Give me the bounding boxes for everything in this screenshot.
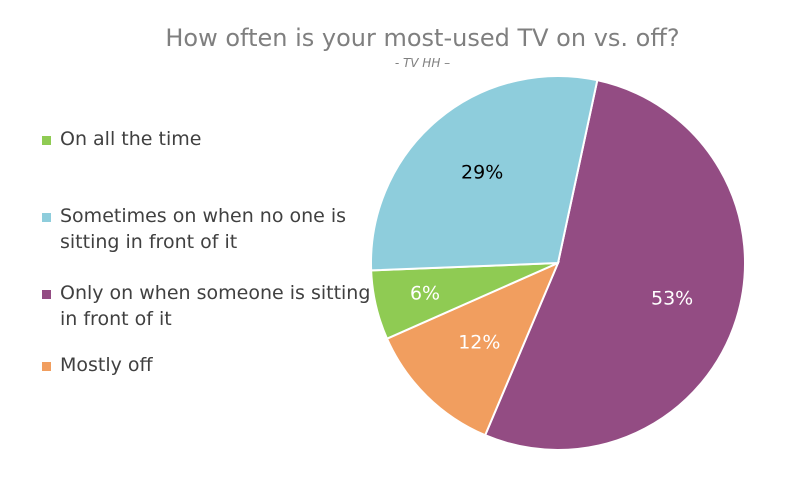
chart-title: How often is your most-used TV on vs. of… xyxy=(165,24,680,52)
slice-data-label: 12% xyxy=(458,331,500,353)
legend-label: Sometimes on when no one is sitting in f… xyxy=(60,205,347,253)
legend-label: Mostly off xyxy=(60,354,153,376)
slice-data-label: 6% xyxy=(410,282,440,304)
legend-label: Only on when someone is sitting in front… xyxy=(60,282,371,330)
legend-swatch xyxy=(42,213,51,222)
pie-slice-only-on-when-someone-is-sitting-in-front-of-it xyxy=(483,78,746,451)
pie-slice-mostly-off xyxy=(385,261,560,437)
legend-item-only-on-when-someone: Only on when someone is sitting in front… xyxy=(42,280,372,332)
legend-label: On all the time xyxy=(60,128,202,150)
legend-item-mostly-off: Mostly off xyxy=(42,352,372,378)
legend-swatch xyxy=(42,136,51,145)
pie-slice-sometimes-on-when-no-one-is-sitting-in-front-of-it xyxy=(370,75,599,272)
legend-swatch xyxy=(42,290,51,299)
chart-subtitle: - TV HH – xyxy=(394,56,451,70)
slice-data-label: 53% xyxy=(651,288,693,310)
legend-swatch xyxy=(42,362,51,371)
legend-item-on-all-the-time: On all the time xyxy=(42,126,372,152)
legend-item-sometimes-on: Sometimes on when no one is sitting in f… xyxy=(42,203,372,255)
slice-data-label: 29% xyxy=(461,161,503,183)
